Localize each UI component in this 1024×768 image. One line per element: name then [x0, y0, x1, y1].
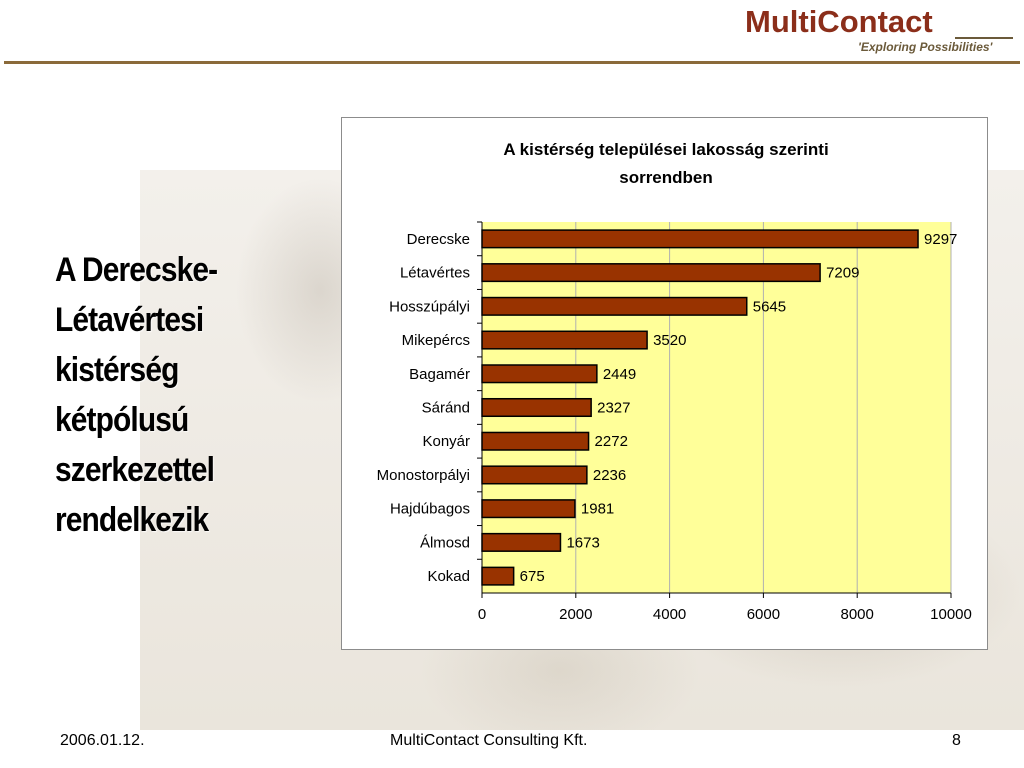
header-divider — [4, 61, 1020, 64]
value-label: 1981 — [581, 501, 614, 518]
category-label: Bagamér — [409, 366, 470, 383]
chart-container: A kistérség települései lakosság szerint… — [341, 117, 988, 650]
title-line: kistérség — [55, 351, 179, 389]
bar — [481, 364, 598, 384]
bar — [481, 397, 592, 418]
value-label: 3520 — [653, 332, 686, 349]
value-label: 2272 — [595, 433, 628, 450]
category-label: Hajdúbagos — [390, 501, 470, 518]
value-label: 2327 — [597, 400, 630, 417]
category-label: Létavértes — [400, 265, 470, 282]
bar — [481, 263, 821, 283]
x-tick-label: 4000 — [653, 606, 686, 623]
bar — [481, 465, 588, 485]
category-label: Hosszúpályi — [389, 298, 470, 315]
title-line: Létavértesi — [55, 301, 204, 339]
footer-date: 2006.01.12. — [60, 732, 145, 749]
category-label: Sáránd — [422, 400, 470, 417]
x-tick-label: 8000 — [841, 606, 874, 623]
footer-company: MultiContact Consulting Kft. — [390, 732, 588, 749]
x-tick-label: 0 — [478, 606, 486, 623]
title-line: szerkezettel — [55, 451, 215, 489]
category-label: Álmosd — [420, 534, 470, 551]
bar-chart: A kistérség települései lakosság szerint… — [377, 140, 972, 623]
x-tick-label: 2000 — [559, 606, 592, 623]
chart-title-line-2: sorrendben — [619, 168, 713, 187]
labels: 0 2000 4000 6000 8000 10000 Derecske 9297 Létavé… — [377, 231, 972, 623]
value-label: 1673 — [566, 534, 599, 551]
title-line: rendelkezik — [55, 501, 209, 539]
bar — [481, 566, 515, 586]
bar — [481, 229, 919, 249]
bar — [481, 499, 576, 519]
value-label: 9297 — [924, 231, 957, 248]
bar — [481, 330, 648, 350]
bar — [481, 431, 590, 451]
logo-rule — [955, 37, 1013, 39]
x-tick-label: 6000 — [747, 606, 780, 623]
category-label: Kokad — [427, 568, 470, 585]
logo-tagline: 'Exploring Possibilities' — [858, 40, 993, 54]
value-label: 675 — [520, 568, 545, 585]
logo-name: MultiContact — [745, 4, 933, 39]
slide-title: A Derecske- Létavértesi kistérség kétpól… — [55, 245, 284, 545]
value-label: 2449 — [603, 366, 636, 383]
category-label: Derecske — [407, 231, 470, 248]
chart-title-line-1: A kistérség települései lakosság szerint… — [503, 140, 828, 159]
bar — [481, 532, 562, 552]
title-line: A Derecske- — [55, 251, 218, 289]
page-number: 8 — [952, 732, 961, 749]
title-line: kétpólusú — [55, 401, 189, 439]
bar — [481, 296, 748, 316]
x-tick-label: 10000 — [930, 606, 972, 623]
category-label: Konyár — [422, 433, 470, 450]
bars — [481, 229, 919, 586]
category-label: Monostorpályi — [377, 467, 470, 484]
category-label: Mikepércs — [402, 332, 470, 349]
value-label: 2236 — [593, 467, 626, 484]
value-label: 7209 — [826, 265, 859, 282]
value-label: 5645 — [753, 298, 786, 315]
multicontact-logo: MultiContact 'Exploring Possibilities' — [745, 4, 1015, 58]
